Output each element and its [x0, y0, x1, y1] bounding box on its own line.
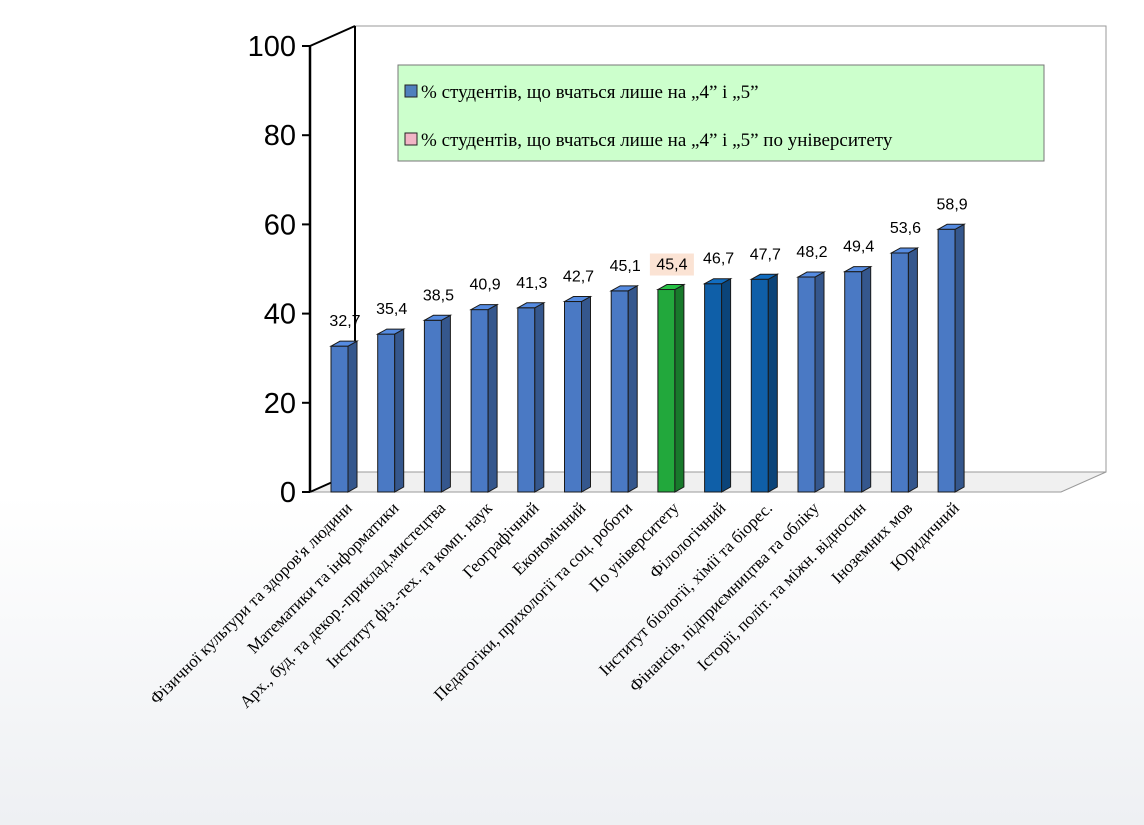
data-label-2: 38,5 — [423, 287, 454, 304]
y-tick-label-4: 80 — [264, 120, 296, 152]
data-label-10: 48,2 — [796, 244, 827, 261]
bar-top-5 — [562, 296, 593, 303]
bar-8 — [702, 277, 733, 493]
bar-side-5 — [581, 295, 591, 493]
bar-side-8 — [721, 277, 732, 493]
bar-13 — [936, 223, 967, 493]
bar-front-11 — [844, 271, 863, 493]
y-axis-depth-top — [309, 25, 356, 47]
legend-swatch-0 — [404, 84, 418, 98]
data-labels: 32,7 35,4 38,5 40,9 41,3 42,7 45,1 45,4 46,7 47,7… — [329, 196, 967, 330]
bar-side-9 — [767, 273, 778, 493]
data-label-6: 45,1 — [610, 258, 641, 275]
x-category-label-2: Арх., буд. та декор.-приклад.мистецтва — [236, 498, 450, 712]
legend-box — [397, 64, 1045, 162]
bar-front-6 — [610, 290, 629, 493]
bar-front-1 — [377, 333, 396, 493]
bar-side-12 — [907, 247, 918, 493]
bar-front-5 — [564, 301, 582, 493]
bar-front-12 — [890, 252, 909, 493]
data-label-5: 42,7 — [563, 269, 594, 286]
bar-4 — [515, 301, 546, 493]
data-label-9: 47,7 — [750, 246, 781, 263]
data-label-7: 45,4 — [656, 257, 687, 274]
x-axis-labels: Фізичної культури та здоров'я людиниМате… — [146, 498, 963, 712]
y-tick-label-3: 60 — [264, 209, 296, 241]
bar-side-6 — [627, 285, 638, 493]
bar-side-13 — [954, 223, 965, 493]
bar-top-13 — [936, 223, 967, 230]
bar-9 — [749, 273, 780, 493]
bar-top-1 — [375, 328, 406, 335]
bar-side-3 — [487, 303, 498, 493]
bar-top-4 — [515, 302, 546, 309]
bar-12 — [889, 247, 920, 493]
bar-5 — [562, 295, 593, 493]
bar-front-10 — [797, 276, 816, 493]
y-axis: 0 20 40 60 80 100 — [248, 25, 356, 509]
y-tick-label-0: 0 — [280, 477, 296, 509]
data-label-0: 32,7 — [329, 313, 360, 330]
data-label-bg-7 — [649, 253, 694, 276]
bar-10 — [796, 271, 826, 493]
bar-front-3 — [470, 309, 489, 493]
bar-side-11 — [861, 265, 872, 493]
x-category-label-12: Іноземних мов — [827, 498, 916, 587]
bar-front-4 — [517, 307, 536, 493]
data-label-8: 46,7 — [703, 251, 734, 268]
bar-top-3 — [469, 304, 500, 311]
bar-side-4 — [534, 301, 545, 493]
bar-0 — [329, 340, 359, 493]
bar-11 — [842, 265, 873, 493]
legend-swatch-1 — [404, 132, 418, 146]
bar-top-12 — [889, 247, 920, 254]
bar-front-9 — [750, 278, 769, 493]
bar-top-11 — [842, 266, 873, 273]
x-category-label-0: Фізичної культури та здоров'я людини — [146, 498, 356, 708]
legend: % студентів, що вчаться лише на „4” і „5… — [397, 64, 1045, 162]
y-tick-label-1: 20 — [264, 388, 296, 420]
bar-front-8 — [704, 283, 723, 493]
bar-side-1 — [394, 328, 405, 493]
legend-entry-0: % студентів, що вчаться лише на „4” і „5… — [421, 82, 759, 103]
y-tick-label-2: 40 — [264, 299, 296, 331]
data-label-12: 53,6 — [890, 220, 921, 237]
bar-front-7 — [657, 289, 676, 493]
bar-top-7 — [655, 284, 686, 291]
bar-top-9 — [749, 273, 780, 280]
legend-entry-1: % студентів, що вчаться лише на „4” і „5… — [421, 130, 893, 151]
data-label-1: 35,4 — [376, 301, 407, 318]
bar-side-0 — [347, 340, 358, 493]
bar-front-0 — [330, 345, 349, 493]
y-tick-label-5: 100 — [248, 31, 296, 63]
data-label-4: 41,3 — [516, 275, 547, 292]
bars — [329, 223, 967, 493]
bar-front-13 — [937, 228, 956, 493]
data-label-11: 49,4 — [843, 239, 874, 256]
bar-7 — [655, 283, 686, 493]
bar-6 — [609, 285, 640, 493]
bar-1 — [375, 328, 406, 493]
bar-top-0 — [329, 340, 359, 347]
bar-top-8 — [702, 278, 733, 285]
bar-top-10 — [796, 271, 826, 278]
bar-2 — [422, 314, 453, 493]
bar-top-2 — [422, 314, 453, 321]
bar-3 — [469, 303, 500, 493]
bar-side-2 — [440, 314, 451, 493]
bar-side-10 — [814, 271, 825, 493]
bar-top-6 — [609, 285, 640, 292]
bar-side-7 — [674, 283, 685, 493]
x-category-label-11: Історії, політ. та міжн. відносин — [693, 498, 869, 674]
data-label-13: 58,9 — [937, 196, 968, 213]
bar-front-2 — [423, 319, 442, 493]
data-label-3: 40,9 — [470, 277, 501, 294]
